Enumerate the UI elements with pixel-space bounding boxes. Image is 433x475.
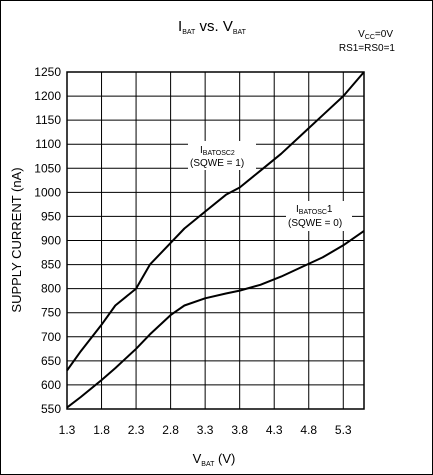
y-tick-label: 750 xyxy=(41,306,61,320)
x-tick-label: 2.3 xyxy=(128,423,145,437)
series-line-2 xyxy=(66,230,365,409)
tick-labels: 1.3 1.8 2.3 2.8 3.3 3.8 4.3 4.8 5.3 550 600 650 700 7… xyxy=(34,65,352,437)
series-line-1 xyxy=(66,71,365,372)
y-tick-label: 1050 xyxy=(34,161,61,175)
y-tick-label: 1100 xyxy=(35,137,61,151)
title-sub1: BAT xyxy=(182,29,196,36)
x-tick-label: 4.3 xyxy=(266,423,283,437)
label-ibatosc1-suffix: 1 xyxy=(327,204,333,215)
x-tick-label: 4.8 xyxy=(300,423,317,437)
y-tick-label: 650 xyxy=(41,354,61,368)
y-axis-label: SUPPLY CURRENT (nA) xyxy=(9,167,24,312)
plot-area-border xyxy=(66,71,365,410)
x-tick-label: 3.8 xyxy=(231,423,248,437)
y-tick-label: 1000 xyxy=(34,185,61,199)
x-tick-label: 1.8 xyxy=(93,423,110,437)
y-tick-label: 900 xyxy=(41,234,61,248)
x-tick-label: 1.3 xyxy=(59,423,76,437)
label-ibatosc1: IBATOSC1 (SQWE = 0) xyxy=(288,204,342,229)
label-ibatosc1-main: I xyxy=(296,204,299,215)
y-tick-label: 800 xyxy=(41,282,61,296)
x-axis-label-sub: BAT xyxy=(201,461,215,468)
label-ibatosc2-line1: IBATOSC2 xyxy=(200,145,235,157)
chart-title: IBAT vs. VBAT xyxy=(178,18,247,36)
y-tick-label: 550 xyxy=(41,402,61,416)
condition-rs: RS1=RS0=1 xyxy=(339,43,396,54)
y-tick-label: 1250 xyxy=(34,65,61,79)
series-lines xyxy=(66,71,365,409)
y-tick-label: 950 xyxy=(41,209,61,223)
y-tick-label: 850 xyxy=(41,258,61,272)
title-sub2: BAT xyxy=(233,29,247,36)
title-main: I xyxy=(178,18,182,35)
label-ibatosc2-main: I xyxy=(200,145,203,156)
label-ibatosc2-line2: (SQWE = 1) xyxy=(190,158,244,169)
label-ibatosc2-sub: BATOSC2 xyxy=(203,150,235,157)
condition-vcc-main: V xyxy=(358,29,365,40)
label-ibatosc2: IBATOSC2 (SQWE = 1) xyxy=(190,145,244,169)
x-axis-label: VBAT (V) xyxy=(193,451,236,468)
label-ibatosc1-sub: BATOSC xyxy=(299,209,327,216)
y-tick-label: 600 xyxy=(41,378,61,392)
condition-vcc: VCC=0V xyxy=(358,29,393,41)
condition-vcc-rest: =0V xyxy=(375,29,393,40)
x-tick-label: 2.8 xyxy=(162,423,179,437)
y-tick-label: 1150 xyxy=(35,113,61,127)
condition-vcc-sub: CC xyxy=(365,34,375,41)
x-tick-label: 5.3 xyxy=(335,423,352,437)
y-tick-label: 1200 xyxy=(34,89,61,103)
label-ibatosc2-bg xyxy=(188,141,256,170)
label-ibatosc1-line1: IBATOSC1 xyxy=(296,204,333,216)
x-axis-label-rest: (V) xyxy=(214,451,235,466)
label-ibatosc1-line2: (SQWE = 0) xyxy=(288,218,342,229)
label-ibatosc1-bg xyxy=(286,201,352,231)
x-tick-label: 3.3 xyxy=(197,423,214,437)
y-tick-label: 700 xyxy=(41,330,61,344)
x-axis-label-main: V xyxy=(193,451,202,466)
title-mid: vs. V xyxy=(195,18,233,35)
